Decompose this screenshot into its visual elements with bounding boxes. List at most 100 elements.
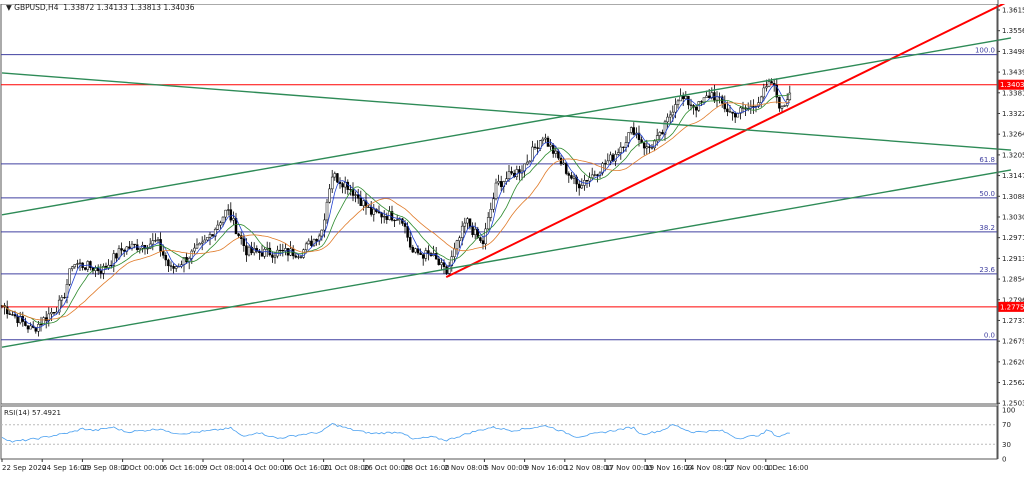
candle-body bbox=[372, 208, 376, 215]
chart-header: ▼ GBPUSD,H4 1.33872 1.34133 1.33813 1.34… bbox=[6, 3, 194, 12]
candle-body bbox=[161, 251, 165, 256]
candle-body bbox=[367, 206, 370, 208]
candle-body bbox=[728, 111, 732, 113]
y-tick-label: 1.36150 bbox=[1002, 7, 1024, 15]
price-tag-label: 1.27759 bbox=[1000, 303, 1024, 311]
candle-body bbox=[416, 248, 420, 254]
ohlc-readout: 1.33872 1.34133 1.33813 1.34036 bbox=[63, 3, 195, 12]
candle-body bbox=[497, 181, 500, 184]
candle-body bbox=[250, 246, 253, 254]
candle-body bbox=[70, 266, 74, 270]
x-tick-label: 2 Nov 08:00 bbox=[444, 464, 487, 472]
candle-body bbox=[76, 263, 79, 265]
candle-body bbox=[403, 223, 407, 227]
rsi-level-label: 100 bbox=[1002, 407, 1015, 415]
candle-body bbox=[99, 270, 103, 274]
candle-body bbox=[458, 237, 461, 241]
x-tick-label: 16 Oct 16:00 bbox=[283, 464, 329, 472]
candle-body bbox=[44, 317, 48, 321]
candle-body bbox=[473, 228, 477, 235]
x-tick-label: 14 Oct 00:00 bbox=[243, 464, 289, 472]
candle-body bbox=[325, 201, 329, 221]
candle-body bbox=[655, 135, 659, 142]
candle-body bbox=[442, 262, 446, 267]
ma-mid-line bbox=[1, 93, 790, 325]
candle-body bbox=[525, 161, 529, 165]
candle-body bbox=[349, 189, 352, 191]
candle-body bbox=[109, 264, 113, 267]
x-tick-label: 6 Oct 16:00 bbox=[163, 464, 204, 472]
candle-body bbox=[57, 299, 61, 313]
candle-body bbox=[549, 144, 552, 147]
candle-body bbox=[715, 96, 719, 101]
candle-body bbox=[713, 92, 716, 101]
candle-body bbox=[382, 216, 386, 218]
candle-body bbox=[671, 111, 675, 116]
candle-body bbox=[427, 250, 430, 254]
candle-body bbox=[167, 259, 170, 267]
candle-body bbox=[559, 157, 563, 165]
candle-body bbox=[541, 138, 545, 141]
candle-body bbox=[445, 266, 448, 274]
candle-body bbox=[463, 222, 467, 227]
candle-body bbox=[354, 194, 357, 196]
fibonacci-level-label: 23.6 bbox=[979, 266, 995, 274]
x-tick-label: 28 Oct 16:00 bbox=[404, 464, 450, 472]
candle-body bbox=[406, 226, 409, 238]
candle-body bbox=[68, 268, 71, 285]
candle-body bbox=[112, 253, 116, 266]
green-trendline bbox=[1, 72, 1012, 151]
rsi-panel-frame bbox=[0, 405, 998, 460]
candle-body bbox=[50, 312, 53, 315]
candle-body bbox=[510, 171, 513, 174]
x-tick-label: 24 Nov 08:00 bbox=[685, 464, 732, 472]
candle-body bbox=[362, 200, 365, 206]
candle-body bbox=[346, 181, 350, 190]
candle-body bbox=[450, 256, 454, 266]
candle-body bbox=[200, 241, 204, 244]
x-tick-label: 27 Nov 00:00 bbox=[726, 464, 773, 472]
candle-body bbox=[73, 264, 77, 268]
candle-body bbox=[479, 237, 482, 241]
candle-body bbox=[689, 104, 693, 106]
candle-body bbox=[203, 239, 207, 243]
candle-body bbox=[707, 95, 711, 99]
candle-body bbox=[733, 113, 737, 118]
candle-body bbox=[232, 218, 235, 221]
candle-body bbox=[24, 321, 27, 326]
candle-body bbox=[622, 146, 625, 148]
candle-body bbox=[421, 254, 425, 259]
symbol-label: GBPUSD,H4 bbox=[14, 3, 59, 12]
y-tick-label: 1.30885 bbox=[1002, 193, 1024, 201]
y-tick-label: 1.34980 bbox=[1002, 48, 1024, 56]
candle-body bbox=[731, 111, 734, 114]
green-trendline bbox=[1, 37, 1012, 216]
y-tick-label: 1.33810 bbox=[1002, 89, 1024, 97]
candle-body bbox=[544, 137, 547, 140]
candle-body bbox=[156, 239, 160, 241]
dropdown-triangle-icon[interactable]: ▼ bbox=[6, 3, 12, 12]
candle-body bbox=[260, 252, 264, 257]
candle-body bbox=[770, 81, 773, 84]
candle-body bbox=[775, 85, 779, 98]
candle-body bbox=[419, 252, 422, 255]
candle-body bbox=[78, 262, 82, 264]
y-tick-label: 1.25035 bbox=[1002, 400, 1024, 408]
candle-body bbox=[687, 95, 690, 106]
candle-body bbox=[783, 105, 786, 107]
fibonacci-level-label: 38.2 bbox=[979, 224, 995, 232]
ma-slow-line bbox=[1, 101, 790, 321]
candle-body bbox=[627, 132, 630, 143]
candle-body bbox=[115, 253, 118, 259]
candle-body bbox=[278, 249, 282, 252]
candle-body bbox=[492, 198, 495, 210]
y-tick-label: 1.27375 bbox=[1002, 317, 1024, 325]
candle-body bbox=[128, 246, 131, 249]
candle-body bbox=[169, 265, 173, 267]
candle-body bbox=[440, 262, 443, 265]
candle-body bbox=[29, 325, 32, 330]
candle-body bbox=[567, 173, 571, 176]
candle-body bbox=[668, 114, 672, 118]
